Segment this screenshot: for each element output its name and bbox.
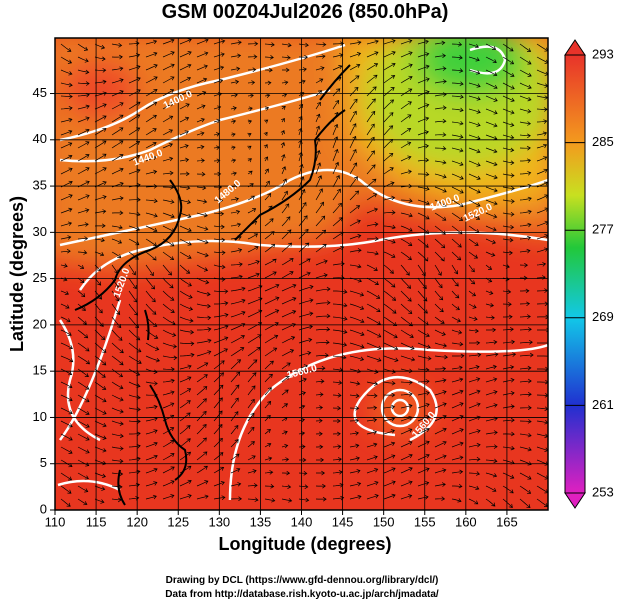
y-tick-label: 5 [40, 455, 47, 470]
colorbar-tick-label: 253 [592, 484, 614, 499]
y-tick-label: 35 [33, 178, 47, 193]
streamlines [60, 38, 548, 509]
coastlines [74, 64, 351, 506]
x-tick-label: 115 [86, 514, 107, 529]
colorbar-tick-label: 269 [592, 309, 614, 324]
y-axis-label: Latitude (degrees) [7, 196, 27, 352]
x-tick-label: 140 [291, 514, 313, 529]
x-tick-label: 145 [332, 514, 354, 529]
colorbar-tick-label: 261 [592, 397, 614, 412]
y-tick-label: 20 [33, 316, 47, 331]
y-tick-label: 10 [33, 409, 47, 424]
x-tick-label: 155 [414, 514, 436, 529]
y-tick-label: 30 [33, 224, 47, 239]
y-tick-label: 15 [33, 363, 47, 378]
y-tick-label: 40 [33, 131, 47, 146]
chart-title: GSM 00Z04Jul2026 (850.0hPa) [162, 1, 449, 23]
colorbar [564, 54, 586, 494]
y-tick-label: 0 [40, 501, 47, 516]
credit: Drawing by DCL (https://www.gfd-dennou.o… [166, 575, 439, 586]
colorbar-tick-label: 293 [592, 46, 614, 61]
x-tick-label: 130 [208, 514, 230, 529]
colorbar-tick-label: 285 [592, 134, 614, 149]
streamline [60, 38, 548, 509]
y-tick-label: 25 [33, 270, 47, 285]
x-tick-label: 110 [45, 514, 66, 529]
x-axis-label: Longitude (degrees) [218, 534, 391, 554]
y-tick-label: 45 [33, 85, 47, 100]
x-tick-label: 125 [167, 514, 189, 529]
credit: Data from http://database.rish.kyoto-u.a… [165, 589, 439, 600]
x-tick-label: 150 [373, 514, 395, 529]
colorbar-bottom [564, 492, 586, 509]
x-tick-label: 135 [250, 514, 272, 529]
x-tick-label: 160 [455, 514, 477, 529]
colorbar-top [564, 39, 586, 56]
x-tick-label: 165 [496, 514, 518, 529]
x-tick-label: 120 [126, 514, 148, 529]
colorbar-tick-label: 277 [592, 222, 614, 237]
